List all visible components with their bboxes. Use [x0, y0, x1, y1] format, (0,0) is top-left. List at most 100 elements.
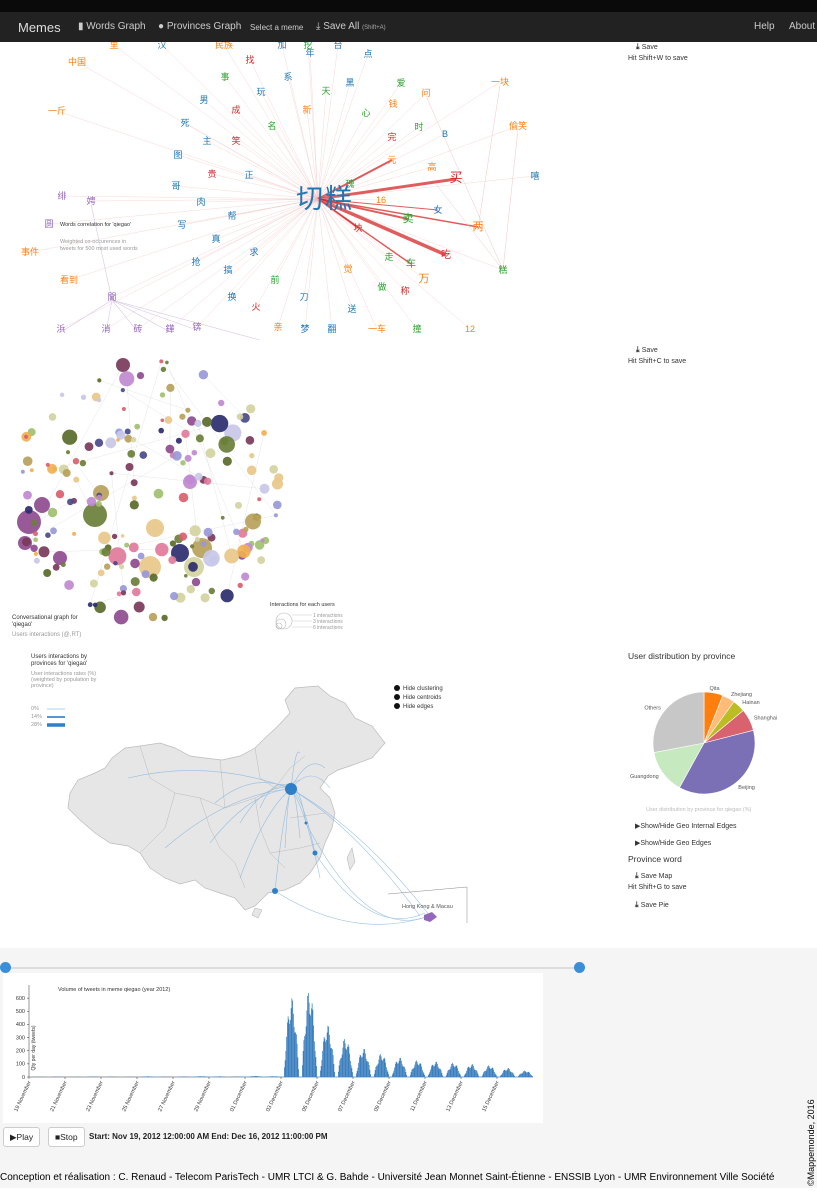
user-node[interactable]: [185, 407, 191, 413]
user-node[interactable]: [92, 602, 98, 608]
word-node[interactable]: 笑: [231, 135, 240, 146]
user-node[interactable]: [113, 561, 118, 566]
word-node[interactable]: 求: [249, 246, 258, 257]
user-node[interactable]: [165, 360, 169, 365]
word-node[interactable]: 真: [211, 233, 220, 244]
user-node[interactable]: [160, 418, 165, 423]
user-node[interactable]: [202, 416, 212, 427]
user-node[interactable]: [269, 465, 279, 474]
word-node[interactable]: 砖: [133, 323, 142, 334]
word-node[interactable]: 男: [199, 95, 208, 105]
word-node[interactable]: 找: [245, 54, 254, 65]
user-node[interactable]: [165, 444, 175, 454]
user-node[interactable]: [120, 534, 125, 538]
user-node[interactable]: [220, 589, 234, 603]
word-node[interactable]: 翻: [327, 324, 336, 334]
user-node[interactable]: [134, 423, 141, 430]
word-node[interactable]: 时: [414, 121, 423, 132]
stop-button[interactable]: ■Stop: [48, 1127, 85, 1147]
word-node[interactable]: 梦: [300, 324, 309, 334]
word-node[interactable]: 图: [173, 150, 182, 160]
user-node[interactable]: [179, 413, 186, 420]
word-node[interactable]: 浜: [56, 324, 65, 334]
user-node[interactable]: [241, 572, 250, 581]
user-node[interactable]: [22, 537, 31, 547]
words-save-button[interactable]: Save: [636, 42, 688, 52]
user-node[interactable]: [113, 609, 129, 625]
user-node[interactable]: [191, 577, 201, 587]
user-node[interactable]: [148, 612, 158, 622]
word-node[interactable]: 写: [177, 220, 186, 230]
hide-edges[interactable]: Hide edges: [403, 704, 433, 710]
pie-slice[interactable]: [679, 729, 756, 795]
time-slider-track[interactable]: [4, 967, 580, 969]
word-node[interactable]: 年: [305, 47, 314, 58]
user-node[interactable]: [136, 372, 145, 380]
user-node[interactable]: [169, 540, 176, 547]
map-centroid-guangdong[interactable]: [272, 888, 278, 894]
toggle-clustering-dot[interactable]: [394, 685, 400, 691]
word-node[interactable]: 帮: [227, 210, 236, 221]
nav-save-all[interactable]: ⤓ Save All (Shift+A): [316, 21, 386, 32]
word-node[interactable]: 民族: [215, 42, 233, 50]
hide-clustering[interactable]: Hide clustering: [403, 686, 443, 692]
user-node[interactable]: [129, 500, 139, 510]
user-node[interactable]: [172, 451, 182, 461]
word-node[interactable]: 事件: [21, 246, 39, 257]
user-node[interactable]: [153, 488, 164, 499]
word-node[interactable]: 16: [376, 195, 386, 205]
pie-slice[interactable]: [652, 691, 705, 753]
user-node[interactable]: [33, 551, 39, 556]
tweet-volume-chart[interactable]: Volume of tweets in meme qiegao (year 20…: [3, 973, 543, 1123]
user-node[interactable]: [52, 563, 60, 571]
user-node[interactable]: [121, 407, 126, 411]
user-node[interactable]: [194, 536, 200, 542]
user-node[interactable]: [245, 436, 255, 445]
user-node[interactable]: [130, 558, 140, 569]
word-node[interactable]: 瑰: [345, 178, 354, 189]
user-node[interactable]: [224, 548, 240, 564]
word-node[interactable]: 加: [277, 42, 286, 50]
brand-memes[interactable]: Memes: [18, 20, 61, 35]
word-node[interactable]: 黑: [345, 78, 354, 88]
user-node[interactable]: [24, 506, 33, 514]
user-node[interactable]: [246, 465, 257, 476]
user-node[interactable]: [187, 416, 197, 426]
user-node[interactable]: [59, 392, 65, 397]
user-node[interactable]: [29, 468, 34, 473]
user-node[interactable]: [33, 531, 38, 537]
user-node[interactable]: [200, 593, 210, 603]
user-node[interactable]: [178, 532, 188, 541]
word-node[interactable]: 亲: [273, 321, 282, 332]
word-node[interactable]: 块: [353, 222, 362, 233]
user-node[interactable]: [94, 438, 104, 447]
word-node[interactable]: 肉: [196, 196, 205, 207]
word-node[interactable]: 中国: [68, 56, 86, 67]
word-node[interactable]: 糕: [498, 264, 507, 275]
map-centroid-beijing[interactable]: [285, 783, 297, 795]
user-node[interactable]: [243, 526, 249, 533]
user-node[interactable]: [146, 519, 164, 537]
word-node[interactable]: 挖: [303, 42, 312, 50]
word-node[interactable]: 女: [433, 204, 442, 215]
word-node[interactable]: B: [442, 129, 448, 139]
word-node[interactable]: 贵: [207, 168, 216, 179]
word-node[interactable]: 完: [387, 131, 396, 142]
user-node[interactable]: [96, 397, 102, 403]
word-node[interactable]: 抢: [191, 256, 200, 267]
user-node[interactable]: [104, 563, 111, 570]
word-node[interactable]: 元: [387, 155, 396, 165]
word-node[interactable]: 消: [101, 323, 110, 334]
word-node[interactable]: 刀: [299, 292, 308, 302]
word-node[interactable]: 嘻: [530, 170, 539, 181]
user-node[interactable]: [111, 533, 118, 540]
word-node[interactable]: 卖: [403, 212, 414, 225]
user-node[interactable]: [170, 592, 179, 601]
toggle-internal-edges[interactable]: ▶Show/Hide Geo Internal Edges: [635, 823, 737, 830]
user-node[interactable]: [116, 430, 126, 440]
user-node[interactable]: [236, 413, 244, 420]
user-node[interactable]: [191, 449, 198, 456]
user-node[interactable]: [200, 540, 207, 547]
word-node[interactable]: 钱: [388, 98, 397, 109]
user-node[interactable]: [130, 577, 140, 587]
